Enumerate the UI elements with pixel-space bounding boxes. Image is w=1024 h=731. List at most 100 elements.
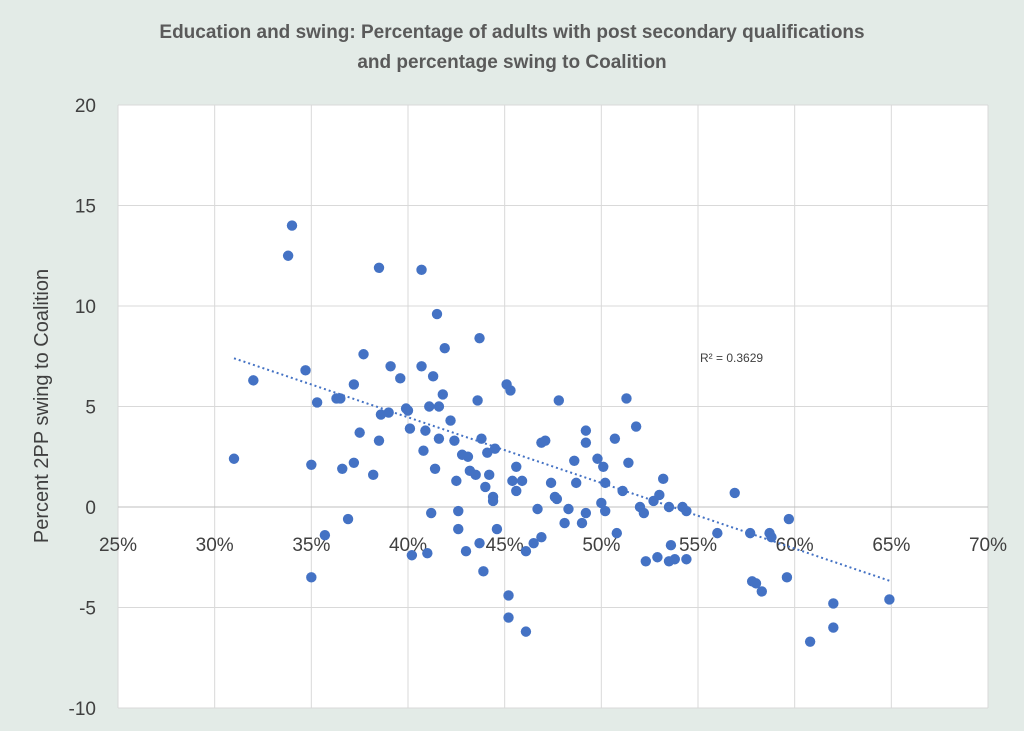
data-point <box>511 485 522 497</box>
data-point <box>416 361 427 372</box>
data-point <box>476 433 487 444</box>
data-point <box>528 537 539 549</box>
data-point <box>563 503 574 515</box>
data-point <box>306 572 317 583</box>
x-tick-label: 45% <box>486 535 524 556</box>
data-point <box>306 459 317 470</box>
data-point <box>828 622 839 633</box>
data-point <box>516 475 528 487</box>
data-point <box>300 365 311 376</box>
data-point <box>478 566 489 577</box>
data-point <box>472 395 483 406</box>
y-tick-label: -5 <box>79 599 96 620</box>
data-point <box>781 572 793 583</box>
data-point <box>540 435 551 446</box>
data-point <box>453 505 464 517</box>
data-point <box>402 405 414 416</box>
data-point <box>470 469 481 481</box>
data-point <box>503 590 514 601</box>
data-point <box>828 598 839 609</box>
data-point <box>348 457 360 468</box>
data-points <box>228 220 895 647</box>
data-point <box>756 586 767 597</box>
data-point <box>652 552 663 563</box>
data-point <box>482 447 493 458</box>
data-point <box>617 485 628 497</box>
data-point <box>580 425 592 436</box>
data-point <box>766 531 777 543</box>
data-point <box>358 349 369 360</box>
data-point <box>337 463 348 475</box>
data-point <box>491 523 503 535</box>
data-point <box>484 469 495 481</box>
data-point <box>228 453 240 464</box>
y-tick-label: 10 <box>75 297 96 318</box>
data-point <box>404 423 416 434</box>
data-point <box>426 507 437 519</box>
data-point <box>630 421 642 432</box>
data-point <box>311 397 323 408</box>
data-point <box>559 517 570 529</box>
y-tick-label: 20 <box>75 96 96 117</box>
data-point <box>433 433 445 444</box>
data-point <box>750 578 762 589</box>
data-point <box>462 451 474 462</box>
data-point <box>663 501 675 513</box>
data-point <box>451 475 462 487</box>
y-tick-label: 15 <box>75 197 96 218</box>
data-point <box>623 457 634 468</box>
data-point <box>505 385 516 396</box>
data-point <box>745 527 756 539</box>
x-tick-label: 25% <box>99 535 137 556</box>
data-point <box>545 477 557 489</box>
data-point <box>335 393 346 404</box>
data-point <box>536 531 547 543</box>
data-point <box>571 477 582 489</box>
data-point <box>640 556 651 567</box>
data-point <box>431 308 443 320</box>
r-squared-label: R² = 0.3629 <box>700 351 763 365</box>
data-point <box>373 435 385 446</box>
data-point <box>569 455 580 466</box>
data-point <box>319 529 331 541</box>
x-tick-label: 65% <box>872 535 910 556</box>
data-point <box>489 443 501 454</box>
x-tick-label: 40% <box>389 535 427 556</box>
x-tick-label: 50% <box>582 535 620 556</box>
data-point <box>621 393 632 404</box>
data-point <box>596 497 607 509</box>
data-point <box>373 262 385 274</box>
data-point <box>665 539 677 551</box>
data-point <box>551 493 563 505</box>
y-tick-label: 5 <box>85 398 96 419</box>
data-point <box>611 527 622 539</box>
data-point <box>383 407 394 418</box>
data-point <box>511 461 522 472</box>
data-point <box>418 445 429 456</box>
data-point <box>600 477 611 489</box>
y-axis-tick-labels: -10 -5 0 5 10 15 20 <box>69 96 96 720</box>
data-point <box>580 437 592 448</box>
data-point <box>433 401 445 412</box>
data-point <box>681 505 692 517</box>
x-tick-label: 35% <box>292 535 330 556</box>
x-tick-label: 60% <box>776 535 814 556</box>
data-point <box>427 371 439 382</box>
data-point <box>609 433 621 444</box>
data-point <box>681 554 692 565</box>
data-point <box>424 401 435 412</box>
data-point <box>654 489 665 501</box>
data-point <box>248 375 259 386</box>
data-point <box>422 548 433 559</box>
gridlines <box>117 104 989 709</box>
data-point <box>348 379 360 390</box>
data-point <box>416 264 427 276</box>
x-tick-label: 70% <box>969 535 1007 556</box>
data-point <box>600 505 611 517</box>
data-point <box>368 469 379 481</box>
data-point <box>480 481 491 493</box>
data-point <box>669 554 680 565</box>
data-point <box>783 513 795 525</box>
data-point <box>532 503 543 515</box>
